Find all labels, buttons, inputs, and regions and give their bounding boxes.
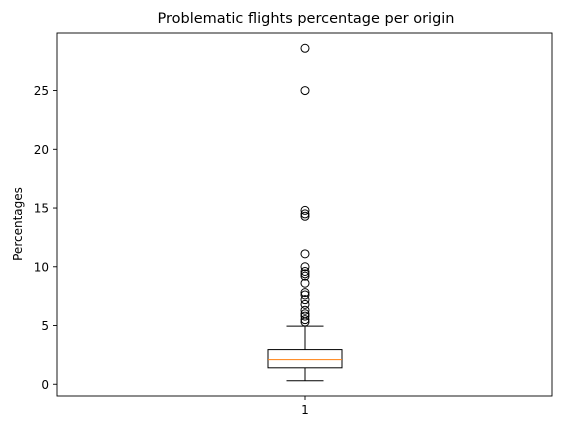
outlier-point-1 [300,315,310,325]
outlier-point-9 [300,278,310,288]
y-axis-label: Percentages [11,187,25,261]
outlier-point-15 [300,211,310,221]
outlier-point-12 [300,266,310,276]
y-tick-label-20: 20 [34,143,49,157]
plot-area: 0 5 10 15 20 25 1 [34,32,553,417]
outlier-point-2 [300,311,310,321]
outlier-point-6 [300,295,310,305]
outlier-point-10 [300,271,310,281]
iqr-box [267,349,343,369]
y-tick-label-15: 15 [34,202,49,216]
outlier-point-16 [300,209,310,219]
y-tick-label-10: 10 [34,260,49,274]
y-tick-label-5: 5 [41,319,49,333]
y-tick-label-0: 0 [41,378,49,392]
outlier-point-19 [300,43,310,53]
chart-title: Problematic flights percentage per origi… [157,11,454,27]
outlier-point-13 [300,262,310,272]
outlier-point-7 [300,290,310,300]
outlier-point-4 [300,305,310,315]
x-tick-label-1: 1 [301,403,309,417]
outlier-point-5 [300,299,310,309]
outlier-point-8 [300,288,310,298]
outlier-point-14 [300,249,310,259]
outlier-point-18 [300,86,310,96]
outlier-point-11 [300,269,310,279]
plot-frame [56,32,553,397]
outlier-point-3 [300,309,310,319]
outlier-point-17 [300,205,310,215]
y-tick-label-25: 25 [34,84,49,98]
